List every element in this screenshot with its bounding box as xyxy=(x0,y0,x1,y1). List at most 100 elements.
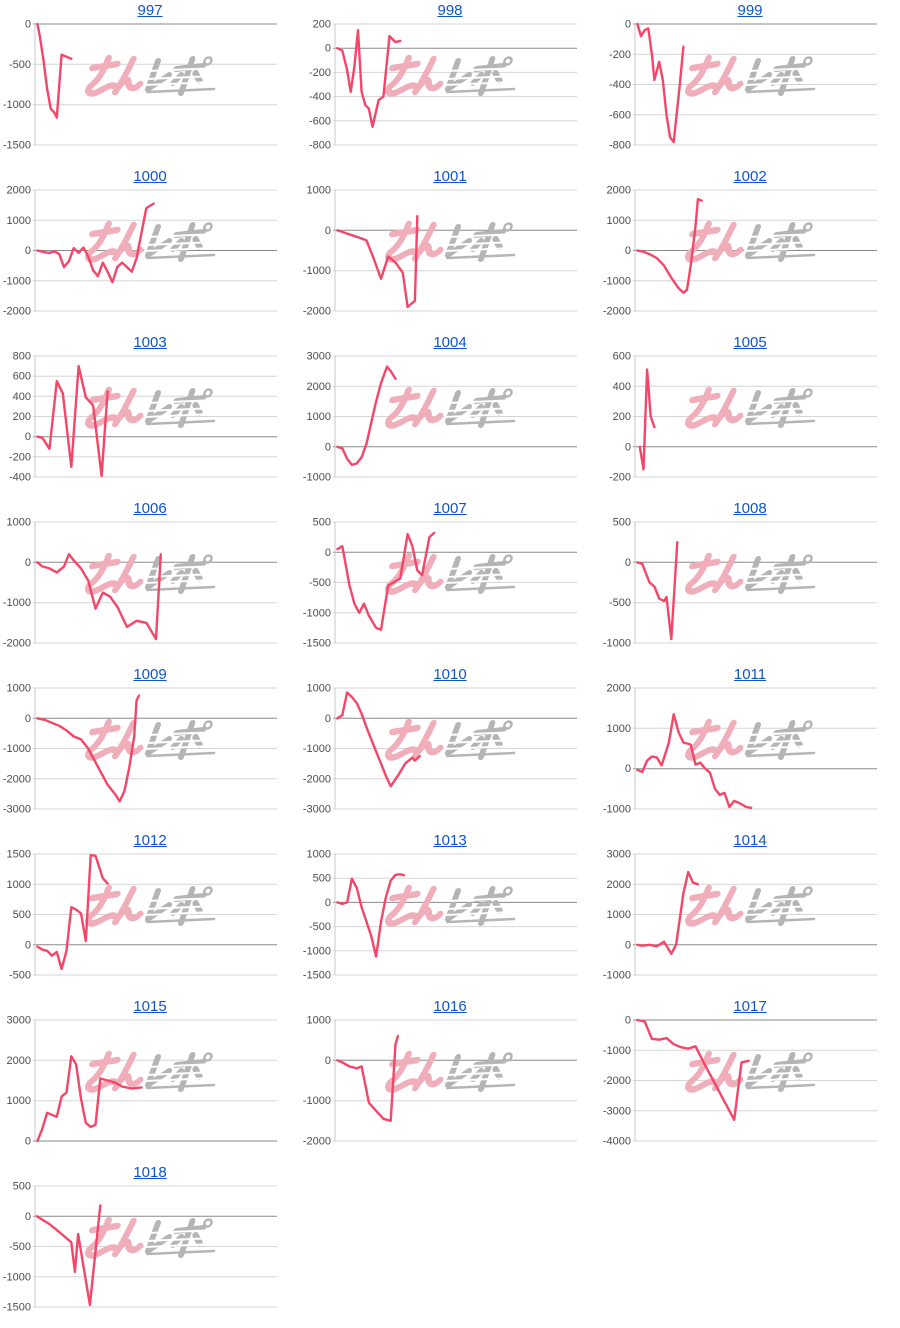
chart-link-1008[interactable]: 1008 xyxy=(733,500,767,517)
chart-link-1005[interactable]: 1005 xyxy=(733,334,767,351)
y-tick-label: 2000 xyxy=(307,381,331,393)
y-tick-label: 0 xyxy=(625,1016,631,1027)
chart-title: 1009 xyxy=(0,664,300,684)
chart-plot-1017: 0 -1000 -2000 -3000 -4000 xyxy=(603,1016,877,1148)
y-tick-label: -1000 xyxy=(603,804,631,816)
data-line xyxy=(636,870,700,956)
chart-link-1018[interactable]: 1018 xyxy=(133,1164,167,1181)
y-tick-label: -200 xyxy=(609,472,631,484)
chart-link-1015[interactable]: 1015 xyxy=(133,998,167,1015)
y-tick-label: 0 xyxy=(625,763,631,775)
chart-plot-1012: 1500 1000 500 0 -500 xyxy=(7,850,277,982)
chart-plot-1014: 3000 2000 1000 0 -1000 xyxy=(603,850,877,982)
chart-cell-1002: 1002 2000 1000 0 -1000 -2000 xyxy=(600,166,900,332)
y-tick-label: 0 xyxy=(325,713,331,725)
chart-cell-1007: 1007 500 0 -500 -1000 -1500 xyxy=(300,498,600,664)
y-tick-label: 0 xyxy=(325,1055,331,1067)
minrepo-watermark-icon xyxy=(85,386,218,429)
y-tick-label: -1500 xyxy=(303,970,331,982)
y-tick-label: 1000 xyxy=(307,186,331,197)
data-line xyxy=(636,541,679,641)
chart-title: 1004 xyxy=(300,332,600,352)
y-tick-label: 0 xyxy=(25,1136,31,1148)
y-tick-label: -1000 xyxy=(3,743,31,755)
chart-link-1007[interactable]: 1007 xyxy=(433,500,467,517)
chart-title: 1015 xyxy=(0,996,300,1016)
chart-cell-1017: 1017 0 -1000 -2000 -3000 -4000 xyxy=(600,996,900,1162)
y-tick-label: 1500 xyxy=(7,850,31,861)
chart-link-1012[interactable]: 1012 xyxy=(133,832,167,849)
chart-cell-1016: 1016 1000 0 -1000 -2000 xyxy=(300,996,600,1162)
chart-title: 997 xyxy=(0,0,300,20)
y-tick-label: -2000 xyxy=(603,1075,631,1087)
chart-link-999[interactable]: 999 xyxy=(737,2,763,19)
chart-title: 1011 xyxy=(600,664,900,684)
chart-cell-1015: 1015 3000 2000 1000 0 xyxy=(0,996,300,1162)
y-tick-label: -1000 xyxy=(3,1271,31,1283)
y-tick-label: -200 xyxy=(309,67,331,79)
chart-link-1006[interactable]: 1006 xyxy=(133,500,167,517)
data-line xyxy=(636,22,685,144)
chart-cell-1006: 1006 1000 0 -1000 -2000 xyxy=(0,498,300,664)
chart-title: 1003 xyxy=(0,332,300,352)
y-tick-label: -2000 xyxy=(303,306,331,318)
y-tick-label: 1000 xyxy=(307,1016,331,1027)
y-tick-label: -1000 xyxy=(603,970,631,982)
chart-link-1003[interactable]: 1003 xyxy=(133,334,167,351)
chart-cell-1008: 1008 500 0 -500 -1000 xyxy=(600,498,900,664)
y-tick-label: 400 xyxy=(13,391,31,403)
chart-cell-1004: 1004 3000 2000 1000 0 -1000 xyxy=(300,332,600,498)
y-tick-label: 0 xyxy=(625,557,631,569)
data-line xyxy=(336,365,397,467)
data-line xyxy=(36,853,109,971)
y-tick-label: 0 xyxy=(625,441,631,453)
chart-link-998[interactable]: 998 xyxy=(437,2,463,19)
y-tick-label: -1000 xyxy=(603,1045,631,1057)
y-tick-label: -400 xyxy=(9,472,31,484)
y-tick-label: 0 xyxy=(625,20,631,31)
chart-plot-1002: 2000 1000 0 -1000 -2000 xyxy=(603,186,877,318)
chart-link-1009[interactable]: 1009 xyxy=(133,666,167,683)
chart-link-1014[interactable]: 1014 xyxy=(733,832,767,849)
y-tick-label: -4000 xyxy=(603,1136,631,1148)
minrepo-watermark-icon xyxy=(85,1216,218,1259)
minrepo-watermark-icon xyxy=(685,54,818,97)
y-tick-label: 3000 xyxy=(7,1016,31,1027)
y-tick-label: 1000 xyxy=(607,215,631,227)
chart-cell-997: 997 0 -500 -1000 -1500 xyxy=(0,0,300,166)
y-tick-label: 600 xyxy=(13,371,31,383)
chart-link-1004[interactable]: 1004 xyxy=(433,334,467,351)
y-tick-label: -1000 xyxy=(303,945,331,957)
data-line xyxy=(336,531,436,631)
chart-plot-1010: 1000 0 -1000 -2000 -3000 xyxy=(303,684,577,816)
y-tick-label: 3000 xyxy=(307,352,331,363)
chart-plot-1008: 500 0 -500 -1000 xyxy=(603,518,877,650)
chart-link-1002[interactable]: 1002 xyxy=(733,168,767,185)
chart-link-1001[interactable]: 1001 xyxy=(433,168,467,185)
y-tick-label: 200 xyxy=(13,411,31,423)
chart-link-1013[interactable]: 1013 xyxy=(433,832,467,849)
y-tick-label: -1000 xyxy=(603,275,631,287)
y-tick-label: 500 xyxy=(13,1182,31,1193)
minrepo-watermark-icon xyxy=(85,718,218,761)
chart-cell-998: 998 200 0 -200 -400 -600 -800 xyxy=(300,0,600,166)
chart-cell-1013: 1013 1000 500 0 -500 -1000 -1500 xyxy=(300,830,600,996)
chart-link-1016[interactable]: 1016 xyxy=(433,998,467,1015)
chart-cell-1003: 1003 800 600 400 200 0 -200 -400 xyxy=(0,332,300,498)
chart-link-1017[interactable]: 1017 xyxy=(733,998,767,1015)
chart-plot-999: 0 -200 -400 -600 -800 xyxy=(609,20,877,152)
chart-plot-1000: 2000 1000 0 -1000 -2000 xyxy=(3,186,277,318)
chart-title: 998 xyxy=(300,0,600,20)
chart-title: 1012 xyxy=(0,830,300,850)
chart-plot-1009: 1000 0 -1000 -2000 -3000 xyxy=(3,684,277,816)
minrepo-watermark-icon xyxy=(385,220,518,263)
chart-link-1011[interactable]: 1011 xyxy=(733,666,767,683)
y-tick-label: -1000 xyxy=(303,743,331,755)
chart-link-1010[interactable]: 1010 xyxy=(433,666,467,683)
y-tick-label: -800 xyxy=(309,140,331,152)
chart-title: 1000 xyxy=(0,166,300,186)
data-line xyxy=(636,713,753,810)
chart-link-1000[interactable]: 1000 xyxy=(133,168,167,185)
y-tick-label: -1000 xyxy=(3,275,31,287)
chart-link-997[interactable]: 997 xyxy=(137,2,163,19)
